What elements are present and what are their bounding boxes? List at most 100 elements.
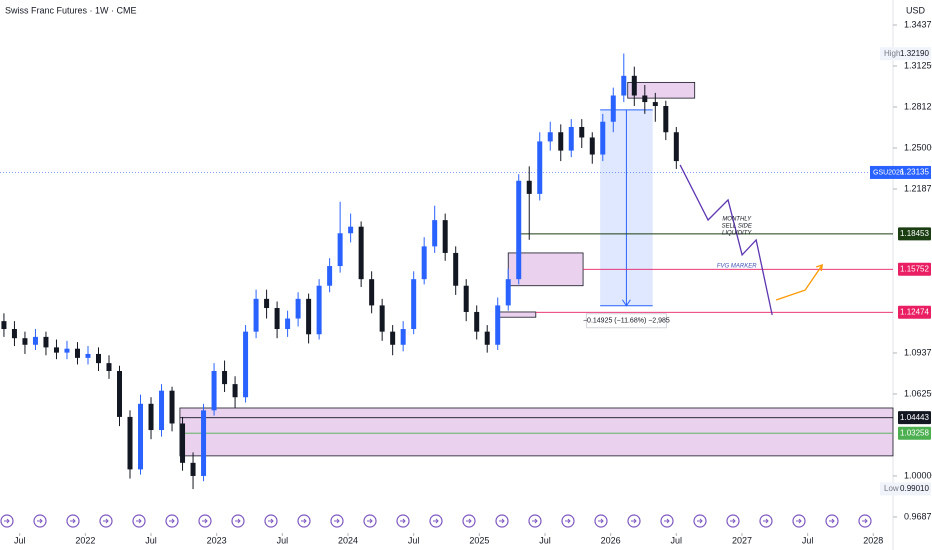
projection-path bbox=[679, 164, 773, 316]
last-price-badge bbox=[870, 165, 931, 179]
candle-body bbox=[610, 95, 616, 122]
candle-body bbox=[642, 95, 648, 103]
target-arrowhead bbox=[816, 264, 824, 272]
x-tick-label: 2022 bbox=[75, 535, 95, 545]
zone bbox=[627, 81, 696, 99]
candle-body bbox=[411, 279, 417, 330]
candle-body bbox=[22, 338, 28, 345]
candle-body bbox=[505, 279, 511, 306]
event-icon-glyph bbox=[268, 518, 274, 524]
x-tick-label: Jul bbox=[14, 535, 26, 545]
extreme-name: High bbox=[884, 49, 900, 58]
candle-body bbox=[274, 308, 280, 330]
candle-body bbox=[358, 226, 364, 280]
candle-body bbox=[222, 371, 228, 385]
candle-body bbox=[484, 331, 490, 345]
event-icon-glyph bbox=[763, 518, 769, 524]
last-price-name: GSU2026 bbox=[873, 169, 904, 176]
x-tick-label: 2024 bbox=[338, 535, 358, 545]
event-icon-glyph bbox=[664, 518, 670, 524]
level-badge bbox=[898, 426, 931, 440]
y-tick-label: 1.21875 bbox=[904, 183, 932, 193]
candle-body bbox=[211, 371, 217, 411]
event-icon-glyph bbox=[565, 518, 571, 524]
y-tick-label: 1.31250 bbox=[904, 60, 932, 70]
candle-body bbox=[32, 336, 38, 345]
candle-body bbox=[180, 423, 186, 463]
event-icon-glyph bbox=[598, 518, 604, 524]
x-tick-label: 2023 bbox=[207, 535, 227, 545]
candle-body bbox=[652, 102, 658, 106]
x-tick-label: Jul bbox=[802, 535, 814, 545]
event-icon-glyph bbox=[70, 518, 76, 524]
extreme-name: Low bbox=[884, 484, 899, 493]
event-icon-glyph bbox=[433, 518, 439, 524]
candle-body bbox=[421, 246, 427, 280]
candle-body bbox=[243, 331, 249, 398]
candle-body bbox=[579, 126, 585, 138]
candle-body bbox=[537, 141, 543, 194]
candle-body bbox=[43, 336, 49, 348]
last-price-label: 1.23135 bbox=[900, 168, 929, 177]
candle-body bbox=[600, 121, 606, 155]
candle-body bbox=[64, 348, 70, 353]
candle-body bbox=[663, 106, 669, 133]
candle-body bbox=[127, 416, 133, 470]
y-tick-label: 1.28125 bbox=[904, 101, 932, 111]
currency: USD bbox=[906, 5, 926, 15]
x-tick-label: Jul bbox=[671, 535, 683, 545]
candle-body bbox=[631, 75, 637, 96]
event-icon-glyph bbox=[334, 518, 340, 524]
event-icon-glyph bbox=[631, 518, 637, 524]
candle-body bbox=[568, 126, 574, 151]
event-icon-glyph bbox=[796, 518, 802, 524]
candle-body bbox=[11, 329, 17, 339]
level-badge bbox=[898, 262, 931, 276]
event-icon-glyph bbox=[202, 518, 208, 524]
event-icon-glyph bbox=[730, 518, 736, 524]
candle-body bbox=[306, 298, 312, 335]
level-badge bbox=[898, 227, 931, 241]
candle-body bbox=[390, 331, 396, 345]
candle-body bbox=[169, 390, 175, 424]
candle-body bbox=[285, 318, 291, 330]
candle-body bbox=[400, 329, 406, 345]
event-icon-glyph bbox=[862, 518, 868, 524]
candle-body bbox=[369, 279, 375, 306]
extreme-badge bbox=[880, 47, 931, 61]
level-badge-label: 1.03258 bbox=[900, 428, 929, 437]
event-icon-glyph bbox=[169, 518, 175, 524]
candle-body bbox=[453, 252, 459, 286]
candle-body bbox=[547, 132, 553, 142]
x-tick-label: Jul bbox=[408, 535, 420, 545]
level-badge-label: 1.04443 bbox=[900, 413, 929, 422]
event-icon-glyph bbox=[103, 518, 109, 524]
candle-body bbox=[53, 347, 59, 353]
annotation: FVG MARKER bbox=[717, 264, 757, 270]
candle-body bbox=[348, 226, 354, 234]
x-tick-label: Jul bbox=[277, 535, 289, 545]
measure-label: −0.14925 (−11.68%) −2,985 bbox=[583, 318, 670, 325]
candle-body bbox=[463, 285, 469, 312]
candle-body bbox=[316, 285, 322, 335]
y-tick-label: 1.25000 bbox=[904, 142, 932, 152]
candle-body bbox=[190, 462, 196, 476]
chart-title: Swiss Franc Futures · 1W · CME bbox=[5, 5, 137, 15]
candle-body bbox=[85, 353, 91, 358]
annotation: SELL SIDE bbox=[722, 223, 753, 229]
x-tick-label: 2028 bbox=[863, 535, 883, 545]
x-tick-label: 2026 bbox=[601, 535, 621, 545]
candle-body bbox=[474, 311, 480, 332]
candle-body bbox=[138, 403, 144, 470]
candle-body bbox=[95, 353, 101, 364]
candle-body bbox=[295, 298, 301, 319]
x-tick-label: 2025 bbox=[469, 535, 489, 545]
y-tick-label: 1.06250 bbox=[904, 388, 932, 398]
level-badge bbox=[898, 411, 931, 425]
event-icon-glyph bbox=[136, 518, 142, 524]
y-tick-label: 1.34375 bbox=[904, 19, 932, 29]
annotation: LIQUIDITY bbox=[722, 230, 752, 236]
candle-body bbox=[516, 180, 522, 280]
